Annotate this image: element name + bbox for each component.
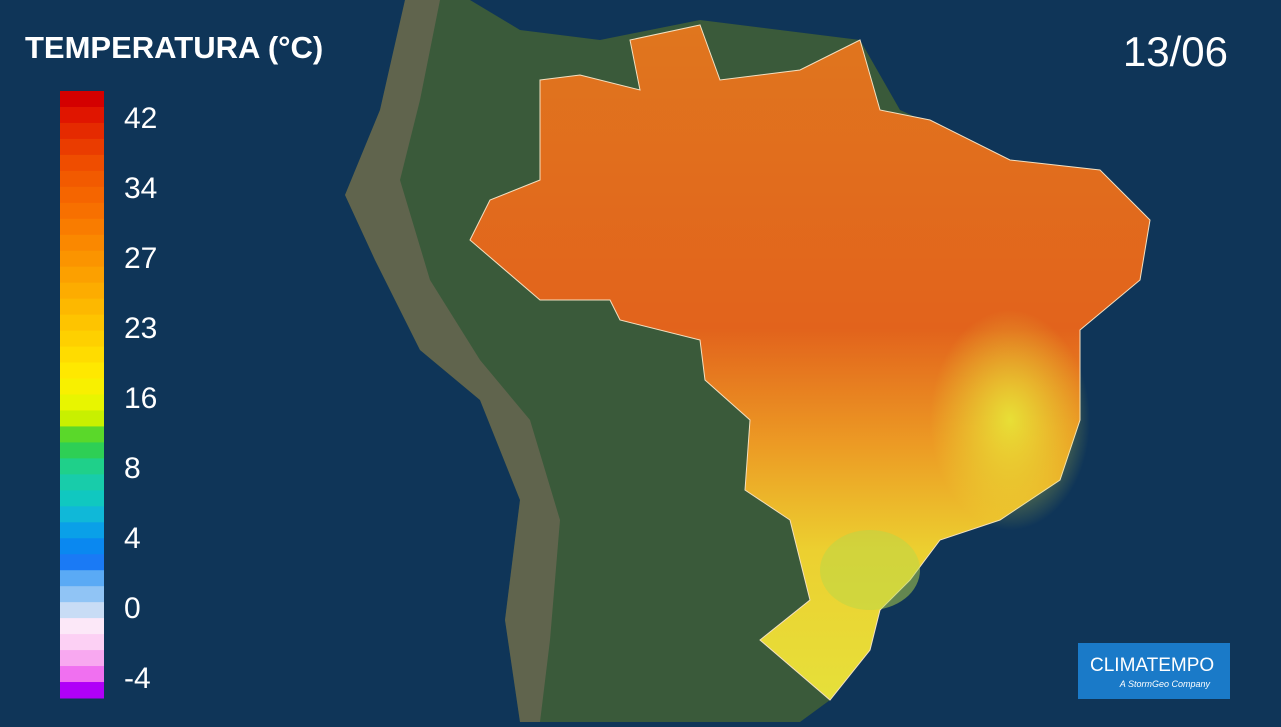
legend-label: 27 <box>124 242 157 275</box>
legend-label: 34 <box>124 172 157 205</box>
legend-band <box>60 586 104 603</box>
legend-band <box>60 250 104 268</box>
legend-band <box>60 314 104 332</box>
date: 13/06 <box>1123 28 1228 75</box>
legend-label: 0 <box>124 592 141 625</box>
legend-band <box>60 138 104 156</box>
legend-label: 23 <box>124 312 157 345</box>
legend-band <box>60 442 104 459</box>
legend-band <box>60 618 104 635</box>
legend-band <box>60 522 104 539</box>
legend-band <box>60 91 104 108</box>
legend-band <box>60 602 104 619</box>
legend-label: 8 <box>124 452 141 485</box>
mild-zone <box>820 530 920 610</box>
legend-label: -4 <box>124 662 151 695</box>
legend-label: 16 <box>124 382 157 415</box>
logo-name: CLIMATEMPO <box>1090 655 1214 676</box>
warm-zone <box>930 310 1090 530</box>
legend-band <box>60 474 104 491</box>
legend-band <box>60 218 104 236</box>
legend-band <box>60 458 104 475</box>
legend-band <box>60 122 104 140</box>
andes <box>345 0 560 722</box>
legend-label: 4 <box>124 522 141 555</box>
legend-band <box>60 346 104 364</box>
legend-band <box>60 378 104 395</box>
legend-band <box>60 170 104 188</box>
legend-band <box>60 538 104 555</box>
legend-band <box>60 106 104 124</box>
legend-band <box>60 282 104 300</box>
logo-box <box>1078 643 1230 699</box>
brazil <box>469 24 1151 701</box>
legend-band <box>60 570 104 587</box>
legend-band <box>60 490 104 507</box>
legend-band <box>60 410 104 427</box>
legend-band <box>60 202 104 220</box>
title: TEMPERATURA (°C) <box>25 30 323 65</box>
legend-band <box>60 426 104 443</box>
legend-band <box>60 506 104 523</box>
legend-band <box>60 394 104 411</box>
legend-band <box>60 666 104 683</box>
legend-band <box>60 682 104 699</box>
legend-band <box>60 362 104 380</box>
logo-tagline: A StormGeo Company <box>1119 679 1211 689</box>
legend-band <box>60 234 104 252</box>
legend-band <box>60 650 104 667</box>
legend: 42 34 27 23 16 8 4 0 -4 <box>60 91 157 699</box>
legend-band <box>60 634 104 651</box>
legend-label: 42 <box>124 102 157 135</box>
legend-band <box>60 554 104 571</box>
legend-band <box>60 298 104 316</box>
legend-band <box>60 330 104 348</box>
legend-band <box>60 186 104 204</box>
legend-band <box>60 266 104 284</box>
legend-band <box>60 154 104 172</box>
